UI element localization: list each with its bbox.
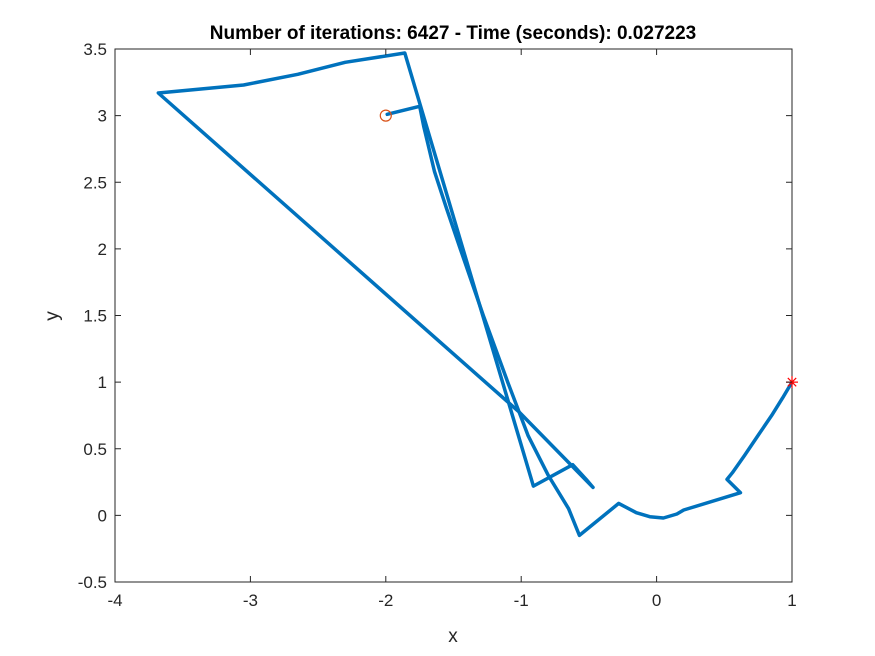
- y-tick-label: 2: [98, 240, 107, 259]
- x-tick-label: -1: [514, 591, 529, 610]
- x-axis-label: x: [448, 626, 458, 647]
- plot-area: [114, 48, 793, 583]
- marker-layer: [379, 109, 798, 389]
- y-tick-label: 2.5: [83, 173, 107, 192]
- series-layer: [156, 51, 794, 538]
- y-axis-ticks: -0.5 0 0.5 1 1.5 2 2.5 3 3.5: [78, 40, 792, 592]
- y-tick-label: 3.5: [83, 40, 107, 59]
- series-line-2: [156, 51, 595, 490]
- y-tick-label: 3: [98, 107, 107, 126]
- x-axis-ticks: -4 -3 -2 -1 0 1: [107, 49, 797, 610]
- y-tick-label: 1: [98, 373, 107, 392]
- y-tick-label: -0.5: [78, 573, 107, 592]
- y-axis-label: y: [42, 311, 63, 321]
- y-tick-label: 0.5: [83, 440, 107, 459]
- x-tick-label: -4: [107, 591, 122, 610]
- y-tick-label: 1.5: [83, 307, 107, 326]
- x-tick-label: 0: [652, 591, 661, 610]
- x-tick-label: -2: [378, 591, 393, 610]
- series-line-1: [385, 104, 794, 538]
- y-tick-label: 0: [98, 506, 107, 525]
- chart-title: Number of iterations: 6427 - Time (secon…: [210, 23, 696, 44]
- x-tick-label: 1: [787, 591, 796, 610]
- start-marker: [379, 109, 392, 122]
- x-tick-label: -3: [243, 591, 258, 610]
